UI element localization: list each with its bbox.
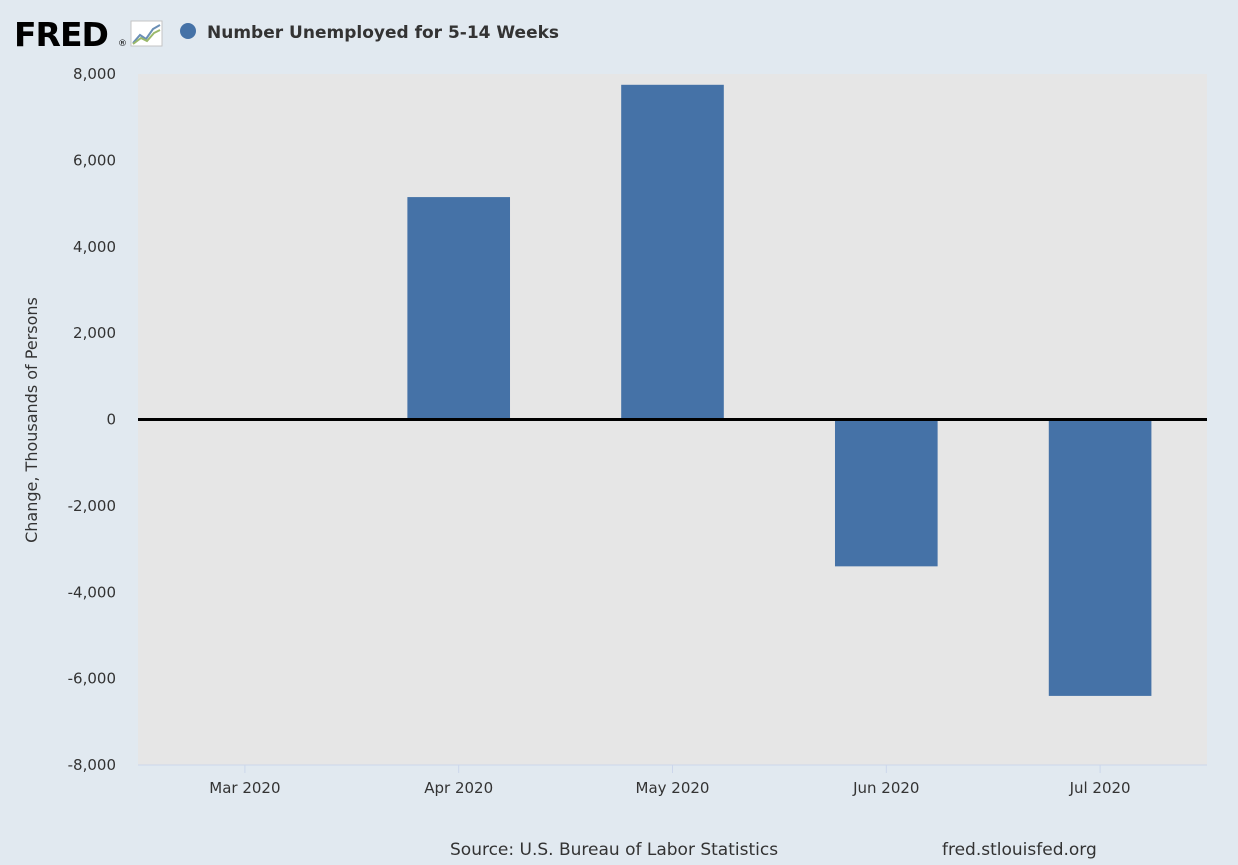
- x-tick-label: May 2020: [636, 779, 710, 797]
- x-tick-label: Jul 2020: [1069, 779, 1131, 797]
- y-tick-label: -4,000: [68, 583, 116, 601]
- bar[interactable]: [1048, 419, 1152, 696]
- y-tick-label: 6,000: [73, 151, 116, 169]
- site-link[interactable]: fred.stlouisfed.org: [942, 840, 1097, 860]
- x-tick-label: Jun 2020: [852, 779, 919, 797]
- y-tick-label: -6,000: [68, 670, 116, 688]
- fred-logo-text: FRED: [14, 15, 108, 54]
- fred-chart-logo-icon: [130, 20, 163, 47]
- source-note: Source: U.S. Bureau of Labor Statistics: [450, 840, 778, 860]
- x-tick-label: Mar 2020: [209, 779, 280, 797]
- y-tick-label: 8,000: [73, 65, 116, 83]
- legend-marker-icon: [180, 23, 196, 39]
- bar[interactable]: [407, 197, 511, 420]
- y-tick-label: 2,000: [73, 324, 116, 342]
- y-axis: 8,000 6,000 4,000 2,000 0 -2,000 -4,000 -6,000 -…: [68, 65, 116, 774]
- x-axis: Mar 2020 Apr 2020 May 2020 Jun 2020 Jul 2020: [138, 764, 1207, 797]
- y-tick-label: 4,000: [73, 238, 116, 256]
- bar-series: [407, 84, 1152, 696]
- legend-label: Number Unemployed for 5-14 Weeks: [207, 23, 559, 43]
- bar[interactable]: [834, 419, 938, 567]
- fred-logo[interactable]: FRED ®: [14, 15, 163, 54]
- bar[interactable]: [621, 84, 724, 420]
- y-tick-label: 0: [106, 411, 116, 429]
- y-tick-label: -2,000: [68, 497, 116, 515]
- registered-mark: ®: [118, 39, 127, 49]
- y-axis-title: Change, Thousands of Persons: [22, 297, 41, 543]
- x-tick-label: Apr 2020: [424, 779, 493, 797]
- y-tick-label: -8,000: [68, 756, 116, 774]
- legend: Number Unemployed for 5-14 Weeks: [180, 23, 559, 43]
